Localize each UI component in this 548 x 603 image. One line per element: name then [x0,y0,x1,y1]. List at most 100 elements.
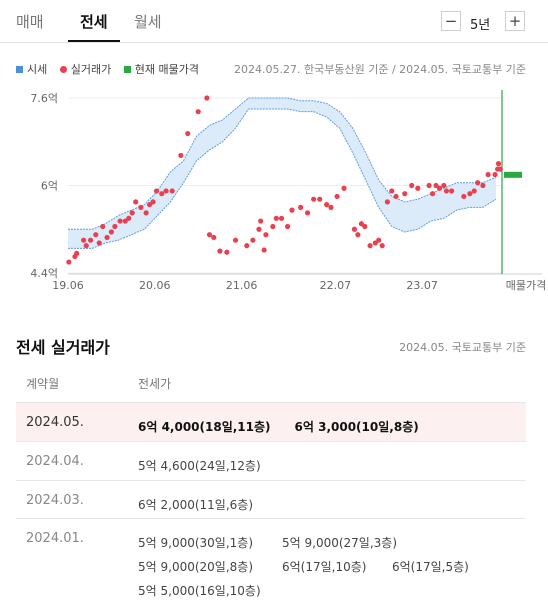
actual-trade-point [122,218,128,224]
actual-trade-point [358,221,364,227]
actual-trade-point [178,152,184,159]
legend-listing: 현재 매물가격 [123,61,199,77]
actual-trade-point [126,215,132,221]
actual-trade-point [362,223,368,230]
period-decrease-button[interactable]: − [441,11,461,31]
trade-item: 5억 5,000(16일,10층) [138,584,261,598]
row-items: 6억 4,000(18일,11층) 6억 3,000(10일,8층) [138,415,518,439]
actual-trade-point [87,237,94,243]
actual-trade-point [217,248,223,254]
col-header-date: 계약월 [26,377,60,391]
actual-trade-point [324,202,330,208]
y-tick-label: 7.6억 [30,92,58,105]
actual-trade-point [311,196,317,202]
table-row[interactable]: 2024.03. 6억 2,000(11일,6층) [16,481,526,519]
row-date: 2024.04. [26,454,84,469]
trade-item: 5억 9,000(20일,8층) [138,560,254,574]
actual-trade-point [258,218,264,224]
tab-sale[interactable]: 매매 [16,13,44,31]
actual-trade-point [372,240,378,246]
actual-trade-point [426,182,432,189]
actual-trade-point [449,188,455,194]
actual-trade-point [495,161,502,167]
trade-item: 6억(17일,5층) [392,560,469,574]
trade-item: 5억 4,600(24일,12층) [138,459,261,473]
actual-trade-point [441,182,447,189]
col-header-price: 전세가 [138,377,172,391]
actual-trade-point [334,193,340,200]
trade-item: 5억 9,000(30일,1층) [138,536,254,550]
x-tick-label: 22.07 [320,279,352,292]
actual-trade-point [461,193,467,200]
table-row[interactable]: 2024.04. 5억 4,600(24일,12층) [16,442,526,481]
actual-trade-point [133,199,139,205]
actual-trade-point [96,240,102,246]
actual-dot-icon [59,65,67,73]
active-tab-underline [68,40,120,42]
actual-trade-point [66,259,72,265]
listing-price-bar [504,171,522,178]
deal-type-tabs: 매매 전세 월세 − 5년 + [0,0,548,43]
actual-trade-point [351,226,358,232]
table-header-divider [16,402,526,403]
tab-monthly[interactable]: 월세 [134,13,162,31]
trade-item: 6억 2,000(11일,6층) [138,498,254,512]
chart-source: 2024.05.27. 한국부동산원 기준 / 2024.05. 국토교통부 기… [234,63,526,76]
actual-trade-point [204,95,210,101]
row-date: 2024.05. [26,415,84,430]
actual-trade-point [74,250,80,256]
actual-trade-point [117,218,123,224]
y-tick-label: 4.4억 [30,267,58,280]
actual-trade-point [112,223,118,230]
actual-trade-point [195,109,201,115]
actual-trade-point [393,193,399,200]
trade-item: 6억 4,000(18일,11층) [138,420,271,434]
actual-trade-point [129,210,135,216]
table-row[interactable]: 2024.01. 5억 9,000(30일,1층) 5억 9,000(27일,3층… [16,519,526,600]
actual-trade-point [81,237,87,243]
row-items: 5억 9,000(30일,1층) 5억 9,000(27일,3층) 5억 9,00… [138,531,518,603]
actual-trade-point [263,232,269,238]
actual-trade-point [317,196,323,202]
actual-trade-point [289,207,295,213]
actual-trade-point [83,243,89,249]
tab-jeonse[interactable]: 전세 [80,13,108,31]
actual-trade-point [429,191,436,197]
trade-item: 6억(17일,10층) [282,560,367,574]
actual-trade-point [471,188,477,194]
row-items: 5억 4,600(24일,12층) [138,454,518,478]
actual-trade-point [367,243,373,249]
actual-trade-point [169,188,175,194]
actual-trade-point [185,130,191,137]
actual-trade-point [328,204,334,210]
row-items: 6억 2,000(11일,6층) [138,493,518,517]
actual-trade-point [376,237,382,243]
actual-trade-point [409,182,415,189]
actual-trade-point [278,215,285,221]
row-date: 2024.01. [26,531,84,546]
x-tick-label: 20.06 [139,279,171,292]
x-tick-label: 23.07 [406,279,438,292]
table-row[interactable]: 2024.05. 6억 4,000(18일,11층) 6억 3,000(10일,8… [16,403,526,442]
actual-trade-point [492,171,498,178]
actual-trade-point [143,210,149,216]
market-band [68,98,496,249]
x-tick-label: 21.06 [226,279,258,292]
actual-trade-point [355,232,361,238]
actual-trade-point [497,166,503,172]
listing-swatch-icon [123,65,131,73]
actual-trade-point [146,202,153,208]
actual-trade-point [270,223,276,230]
actual-trade-point [273,215,279,221]
period-label: 5년 [470,18,491,33]
trade-item: 5억 9,000(27일,3층) [282,536,398,550]
actual-trade-point [150,199,156,205]
actual-trade-point [224,249,230,255]
x-tick-label: 매물가격 [506,279,546,292]
actual-trade-point [285,223,291,230]
period-increase-button[interactable]: + [505,11,525,31]
actual-trade-point [433,182,439,189]
actual-trade-point [261,247,267,253]
actual-trade-point [475,180,481,186]
market-swatch-icon [16,65,23,73]
